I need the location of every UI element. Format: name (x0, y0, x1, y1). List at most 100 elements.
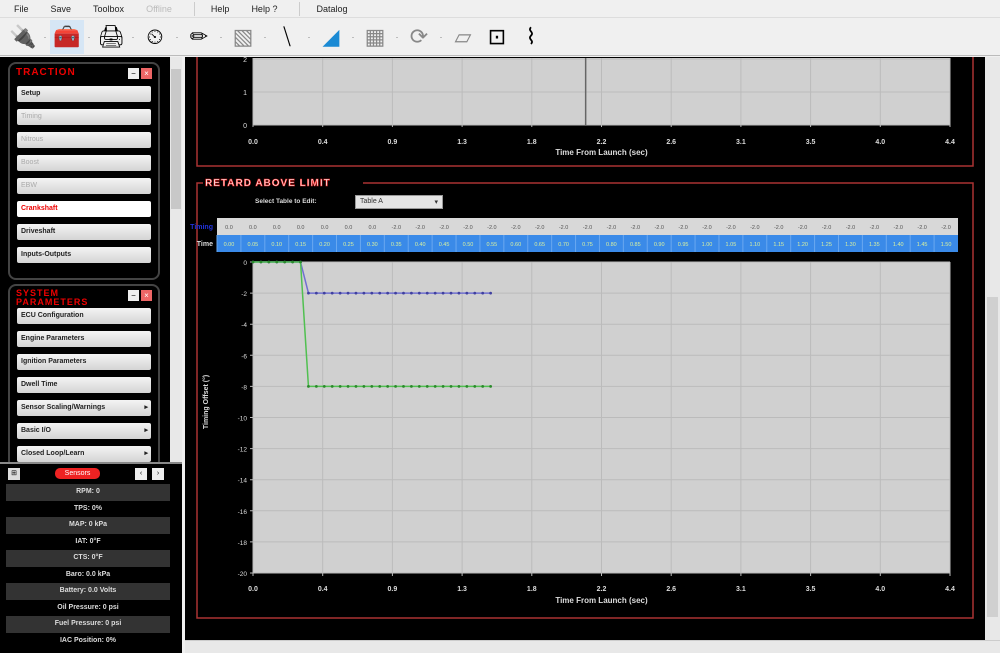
main-vertical-scrollbar[interactable] (985, 57, 1000, 640)
data-point[interactable] (251, 260, 255, 264)
traction-item-nitrous[interactable]: Nitrous (17, 132, 151, 148)
data-point[interactable] (307, 385, 310, 388)
time-cell[interactable]: 1.00 (702, 242, 713, 248)
time-cell[interactable]: 0.85 (630, 242, 641, 248)
data-point[interactable] (354, 291, 358, 295)
data-point[interactable] (457, 291, 461, 295)
time-cell[interactable]: 0.20 (319, 242, 330, 248)
time-cell[interactable]: 0.40 (415, 242, 426, 248)
timing-cell[interactable]: 0.0 (273, 225, 281, 231)
time-cell[interactable]: 0.55 (487, 242, 498, 248)
data-point[interactable] (417, 291, 421, 295)
timing-cell[interactable]: -2.0 (439, 225, 448, 231)
close-icon[interactable]: × (141, 290, 152, 301)
data-point[interactable] (346, 385, 350, 388)
timing-cell[interactable]: -2.0 (917, 225, 926, 231)
data-point[interactable] (346, 291, 350, 295)
timing-cell[interactable]: -2.0 (941, 225, 950, 231)
data-point[interactable] (417, 385, 421, 388)
data-point[interactable] (449, 291, 453, 295)
time-cell[interactable]: 0.65 (534, 242, 545, 248)
time-cell[interactable]: 0.05 (247, 242, 258, 248)
time-cell[interactable]: 1.05 (726, 242, 737, 248)
timing-cell[interactable]: -2.0 (893, 225, 902, 231)
menu-datalog[interactable]: Datalog (316, 3, 348, 14)
timing-cell[interactable]: -2.0 (392, 225, 401, 231)
close-icon[interactable]: × (141, 68, 152, 79)
timing-cell[interactable]: 0.0 (345, 225, 353, 231)
menu-offline[interactable]: Offline (146, 3, 172, 14)
system-item-basic-i-o[interactable]: Basic I/O ▸ (17, 423, 151, 439)
time-cell[interactable]: 0.50 (463, 242, 474, 248)
system-item-ignition-parameters[interactable]: Ignition Parameters (17, 354, 151, 370)
time-cell[interactable]: 1.10 (749, 242, 760, 248)
wedge-icon[interactable]: ◢ (322, 23, 340, 49)
data-point[interactable] (291, 260, 295, 264)
timing-cell[interactable]: -2.0 (559, 225, 568, 231)
timing-cell[interactable]: -2.0 (487, 225, 496, 231)
time-cell[interactable]: 0.70 (558, 242, 569, 248)
data-point[interactable] (275, 260, 279, 264)
menu-help[interactable]: Help (210, 3, 230, 14)
timing-cell[interactable]: 0.0 (249, 225, 257, 231)
pin-icon[interactable]: ⊞ (8, 468, 20, 480)
data-point[interactable] (330, 385, 334, 388)
data-point[interactable] (362, 291, 366, 295)
menu-save[interactable]: Save (50, 3, 72, 14)
data-point[interactable] (402, 291, 405, 295)
data-point[interactable] (362, 385, 366, 388)
prev-icon[interactable]: ‹ (135, 468, 147, 480)
data-point[interactable] (449, 385, 453, 388)
time-cell[interactable]: 1.45 (917, 242, 928, 248)
table-editor-icon[interactable]: ▧ (232, 23, 254, 49)
minimize-icon[interactable]: − (128, 68, 139, 79)
time-cell[interactable]: 0.90 (654, 242, 665, 248)
timing-cell[interactable]: -2.0 (654, 225, 663, 231)
timing-cell[interactable]: -2.0 (678, 225, 687, 231)
next-icon[interactable]: › (152, 468, 164, 480)
time-cell[interactable]: 0.35 (391, 242, 402, 248)
data-point[interactable] (378, 385, 382, 388)
data-point[interactable] (410, 385, 413, 388)
time-cell[interactable]: 1.50 (941, 242, 952, 248)
data-point[interactable] (425, 385, 429, 388)
data-point[interactable] (338, 291, 342, 295)
time-cell[interactable]: 1.25 (821, 242, 832, 248)
menu-toolbox[interactable]: Toolbox (93, 3, 125, 14)
data-point[interactable] (330, 291, 334, 295)
time-cell[interactable]: 1.20 (797, 242, 808, 248)
data-point[interactable] (314, 291, 318, 295)
data-point[interactable] (259, 260, 263, 264)
data-point[interactable] (386, 385, 390, 388)
traction-item-setup[interactable]: Setup (17, 86, 151, 102)
sidebar-scrollbar[interactable] (170, 57, 182, 462)
traction-item-inputs-outputs[interactable]: Inputs-Outputs (17, 247, 151, 263)
data-point[interactable] (473, 291, 477, 295)
data-point[interactable] (370, 291, 374, 295)
data-point[interactable] (481, 291, 485, 295)
data-point[interactable] (370, 385, 374, 388)
gauge-icon[interactable]: ⏲ (146, 23, 164, 49)
system-item-closed-loop-learn[interactable]: Closed Loop/Learn ▸ (17, 446, 151, 462)
data-point[interactable] (402, 385, 405, 388)
timing-cell[interactable]: -2.0 (535, 225, 544, 231)
data-point[interactable] (394, 385, 397, 388)
dropdown-arrow-icon[interactable]: · (263, 31, 267, 42)
data-point[interactable] (433, 291, 437, 295)
data-point[interactable] (314, 385, 318, 388)
data-point[interactable] (465, 291, 469, 295)
dropdown-arrow-icon[interactable]: · (395, 31, 399, 42)
dropdown-arrow-icon[interactable]: · (43, 31, 47, 42)
injector-icon[interactable]: ✏ (189, 23, 209, 49)
dropdown-arrow-icon[interactable]: · (175, 31, 179, 42)
time-cell[interactable]: 0.95 (678, 242, 689, 248)
system-item-dwell-time[interactable]: Dwell Time (17, 377, 151, 393)
dropdown-arrow-icon[interactable]: · (439, 31, 443, 42)
traction-item-driveshaft[interactable]: Driveshaft (17, 224, 151, 240)
traction-item-timing[interactable]: Timing (17, 109, 151, 125)
time-cell[interactable]: 0.00 (224, 242, 235, 248)
time-cell[interactable]: 1.15 (773, 242, 784, 248)
data-point[interactable] (489, 291, 493, 295)
table-select[interactable]: Table A ▾ (355, 195, 443, 209)
minimize-icon[interactable]: − (128, 290, 139, 301)
